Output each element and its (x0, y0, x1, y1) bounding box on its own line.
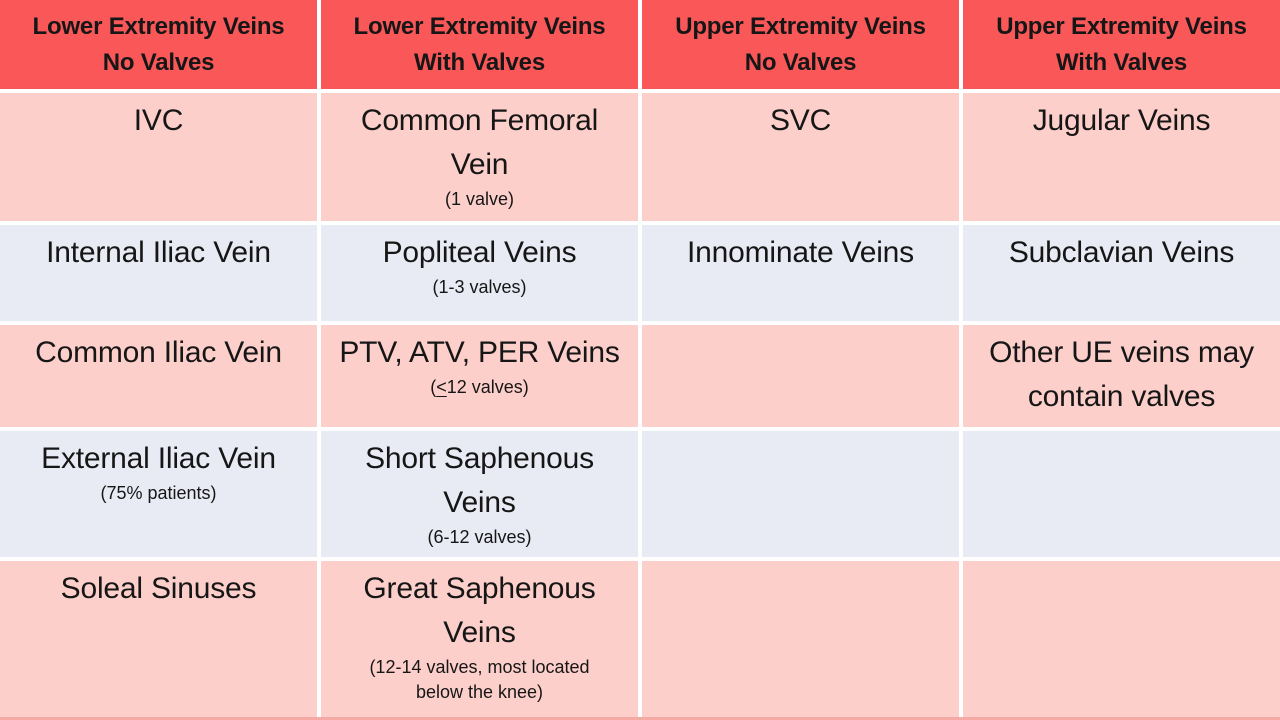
cell-soleal-sinuses: Soleal Sinuses (0, 561, 317, 717)
cell-innominate-veins: Innominate Veins (642, 225, 959, 321)
note-text: (75% patients) (100, 483, 217, 503)
main-text: PTV, ATV, PER Veins (339, 336, 620, 369)
main-text: Veins (443, 486, 516, 519)
cell-empty (642, 431, 959, 557)
main-text: Common Femoral (360, 104, 599, 137)
cell-empty (963, 561, 1280, 717)
note-text: (1 valve) (444, 189, 515, 209)
main-text: Common Iliac Vein (35, 336, 282, 369)
note-text: (<12 valves) (430, 377, 529, 397)
header-upper-extremity-no-valves: Upper Extremity Veins No Valves (642, 0, 959, 89)
cell-empty (963, 431, 1280, 557)
main-text: External Iliac Vein (41, 442, 276, 475)
main-text: Internal Iliac Vein (46, 236, 271, 269)
cell-empty (642, 561, 959, 717)
header-line: Upper Extremity Veins (996, 12, 1247, 40)
cell-svc: SVC (642, 93, 959, 221)
main-text: SVC (769, 104, 832, 137)
header-upper-extremity-with-valves: Upper Extremity Veins With Valves (963, 0, 1280, 89)
header-lower-extremity-no-valves: Lower Extremity Veins No Valves (0, 0, 317, 89)
main-text: Other UE veins may (989, 336, 1254, 369)
cell-external-iliac-vein: External Iliac Vein (75% patients) (0, 431, 317, 557)
main-text: Innominate Veins (687, 236, 914, 269)
note-text: below the knee) (415, 682, 544, 702)
cell-common-iliac-vein: Common Iliac Vein (0, 325, 317, 427)
header-line: Lower Extremity Veins (353, 12, 606, 40)
cell-short-saphenous-veins: Short Saphenous Veins (6-12 valves) (321, 431, 638, 557)
main-text: Popliteal Veins (382, 236, 577, 269)
note-text: (6-12 valves) (427, 527, 532, 547)
note-text: (12-14 valves, most located (369, 657, 590, 677)
cell-jugular-veins: Jugular Veins (963, 93, 1280, 221)
header-line: Upper Extremity Veins (675, 12, 926, 40)
cell-ptv-atv-per-veins: PTV, ATV, PER Veins (<12 valves) (321, 325, 638, 427)
cell-ivc: IVC (0, 93, 317, 221)
main-text: Vein (450, 148, 509, 181)
header-line: No Valves (744, 48, 857, 76)
cell-internal-iliac-vein: Internal Iliac Vein (0, 225, 317, 321)
main-text: Short Saphenous (365, 442, 594, 475)
less-than-or-equal-mark: < (436, 377, 447, 397)
main-text: Great Saphenous (363, 572, 596, 605)
main-text: IVC (133, 104, 184, 137)
header-line: Lower Extremity Veins (32, 12, 285, 40)
cell-common-femoral-vein: Common Femoral Vein (1 valve) (321, 93, 638, 221)
cell-empty (642, 325, 959, 427)
note-text: (1-3 valves) (432, 277, 527, 297)
main-text: Veins (443, 616, 516, 649)
main-text: Subclavian Veins (1008, 236, 1235, 269)
cell-great-saphenous-veins: Great Saphenous Veins (12-14 valves, mos… (321, 561, 638, 717)
cell-popliteal-veins: Popliteal Veins (1-3 valves) (321, 225, 638, 321)
main-text: contain valves (1027, 380, 1216, 413)
header-lower-extremity-with-valves: Lower Extremity Veins With Valves (321, 0, 638, 89)
main-text: Soleal Sinuses (60, 572, 257, 605)
main-text: Jugular Veins (1032, 104, 1211, 137)
cell-subclavian-veins: Subclavian Veins (963, 225, 1280, 321)
header-line: With Valves (414, 48, 545, 76)
cell-other-ue-veins: Other UE veins may contain valves (963, 325, 1280, 427)
header-line: No Valves (102, 48, 215, 76)
header-line: With Valves (1056, 48, 1187, 76)
